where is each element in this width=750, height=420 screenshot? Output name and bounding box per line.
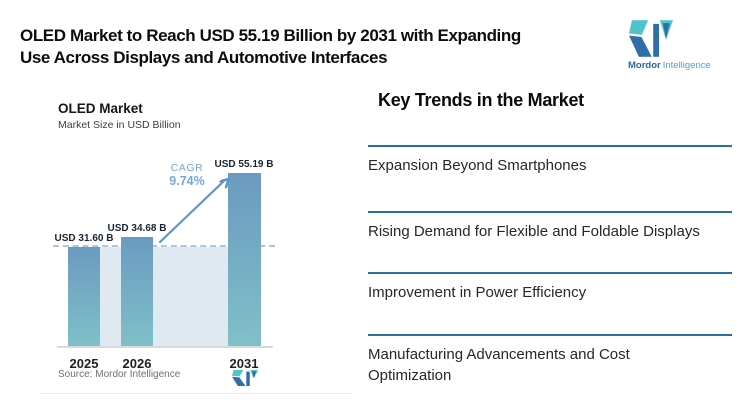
- bar-group-2026: USD 34.68 B: [92, 223, 182, 346]
- bar-value-label: USD 55.19 B: [214, 159, 274, 170]
- growth-arrow-icon: [158, 140, 273, 244]
- trend-item-label: Manufacturing Advancements and Cost Opti…: [368, 346, 630, 384]
- brand-logo: Mordor Intelligence: [628, 20, 720, 71]
- reference-dashed-line: [53, 245, 275, 247]
- x-axis-label-2026: 2026: [122, 356, 152, 371]
- cagr-value: 9.74%: [169, 174, 205, 188]
- chart-subtitle: Market Size in USD Billion: [58, 119, 181, 131]
- cagr-label: CAGR: [170, 162, 204, 174]
- bar-group-2025: USD 31.60 B: [39, 233, 129, 346]
- trend-item: Expansion Beyond Smartphones: [368, 145, 732, 176]
- cagr-annotation: CAGR 9.74%: [157, 162, 217, 188]
- brand-name-primary: Mordor: [628, 60, 661, 71]
- bar-2025: [68, 247, 100, 346]
- trends-heading: Key Trends in the Market: [378, 90, 584, 110]
- chart-title: OLED Market: [58, 101, 143, 116]
- trend-item: Improvement in Power Efficiency: [368, 272, 732, 303]
- trend-item: Rising Demand for Flexible and Foldable …: [368, 211, 732, 242]
- bar-value-label: USD 34.68 B: [107, 223, 167, 234]
- brand-name: Mordor Intelligence: [628, 60, 720, 71]
- brand-name-secondary: Intelligence: [662, 60, 711, 71]
- bar-2031: [227, 173, 261, 346]
- chart-source: Source: Mordor Intelligence: [58, 369, 181, 380]
- bar-value-label: USD 31.60 B: [54, 233, 114, 244]
- page-title-line1: OLED Market to Reach USD 55.19 Billion b…: [20, 26, 521, 45]
- trend-item-label: Improvement in Power Efficiency: [368, 284, 587, 301]
- mordor-intelligence-logo-icon: [629, 20, 673, 57]
- trend-item-label: Expansion Beyond Smartphones: [368, 157, 587, 174]
- mordor-intelligence-mini-logo-icon: [232, 370, 258, 386]
- trend-item: Manufacturing Advancements and Cost Opti…: [368, 334, 732, 386]
- x-axis-label-2031: 2031: [229, 356, 259, 371]
- bar-chart-plot-area: USD 31.60 B USD 34.68 B USD 55.19 B CAGR…: [53, 140, 275, 371]
- trend-item-label: Rising Demand for Flexible and Foldable …: [368, 223, 700, 240]
- page-title-line2: Use Across Displays and Automotive Inter…: [20, 48, 388, 67]
- market-chart-card: OLED Market Market Size in USD Billion U…: [40, 85, 352, 394]
- page-title: OLED Market to Reach USD 55.19 Billion b…: [20, 25, 521, 69]
- bar-group-2031: USD 55.19 B: [199, 159, 289, 346]
- bar-2026: [121, 237, 153, 346]
- x-axis-label-2025: 2025: [69, 356, 99, 371]
